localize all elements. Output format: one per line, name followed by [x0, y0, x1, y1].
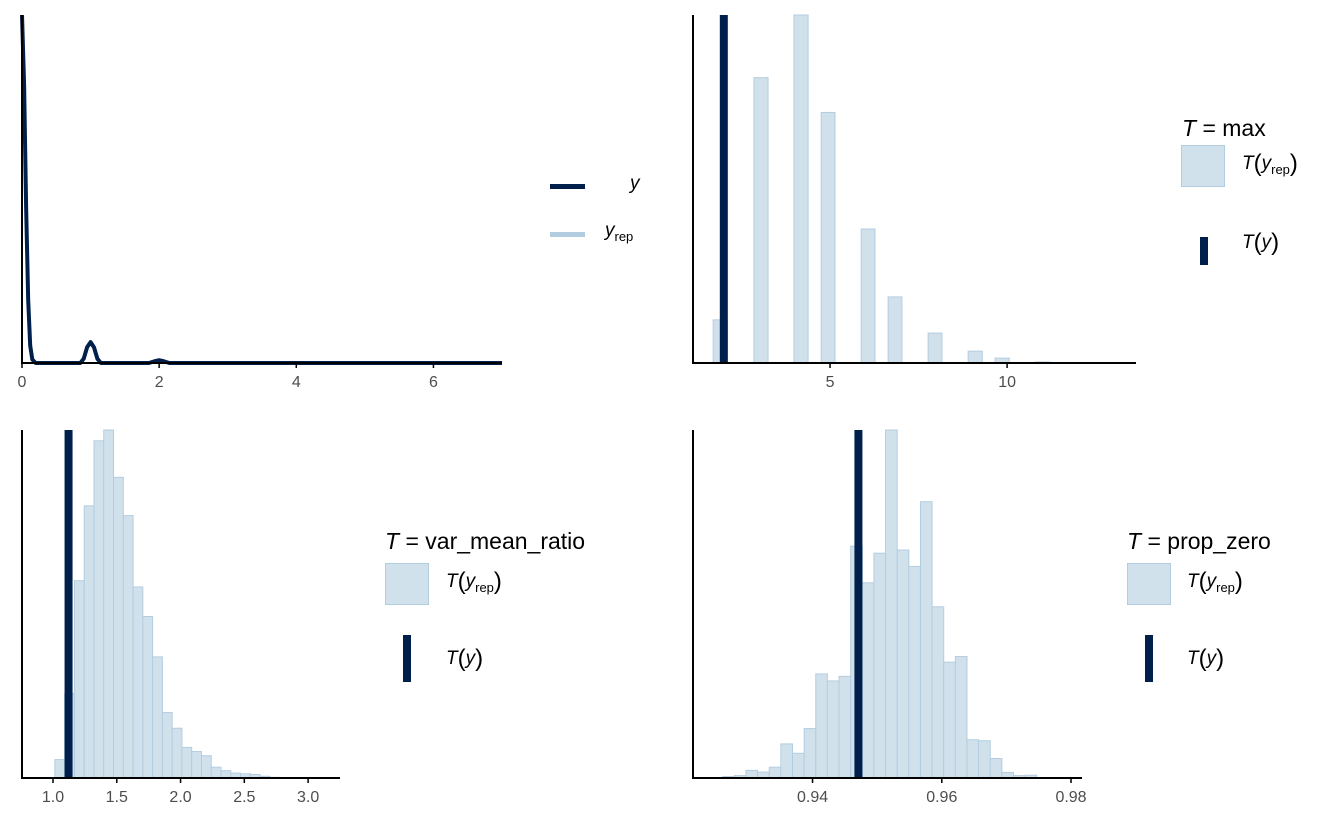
legend-label-T-y: T(y): [1187, 645, 1225, 672]
histogram-bar: [989, 758, 1003, 779]
x-tick-label: 3.0: [297, 789, 319, 806]
observed-stat-line: [854, 430, 863, 778]
histogram-bar: [200, 755, 212, 779]
histogram-bar: [181, 746, 193, 779]
histogram-bar: [860, 228, 876, 364]
legend-key-T-yrep: [1181, 145, 1225, 187]
histogram-bar: [826, 680, 840, 779]
histogram-bar: [132, 586, 144, 779]
histogram-bar: [210, 766, 222, 779]
legend-label-y: y: [630, 173, 640, 194]
x-tick-label: 2: [155, 374, 164, 391]
histogram-bar: [931, 606, 945, 779]
legend-label-T-yrep: T(yrep): [1187, 568, 1243, 595]
observed-stat-line: [719, 15, 728, 363]
histogram-bar: [171, 727, 183, 779]
histogram-bar: [978, 740, 991, 779]
histogram-bar: [885, 429, 898, 779]
x-tick-label: 0.94: [797, 789, 828, 806]
histogram-bar: [142, 616, 154, 779]
x-tick-label: 10: [998, 374, 1016, 391]
legend-label-T-yrep: T(yrep): [446, 568, 502, 595]
x-tick-label: 0.98: [1055, 789, 1086, 806]
histogram-bar: [93, 440, 105, 779]
histogram-bar: [103, 429, 115, 779]
histogram-bar: [908, 565, 921, 779]
histogram-bar: [815, 673, 828, 779]
x-tick-label: 1.5: [106, 789, 128, 806]
histogram-bar: [887, 296, 903, 364]
histogram-bar: [83, 505, 95, 779]
x-tick-label: 4: [292, 374, 301, 391]
x-tick-label: 2.5: [233, 789, 255, 806]
histogram-bar: [820, 111, 836, 364]
x-tick-label: 0: [18, 374, 27, 391]
panel-stat-var-mean-ratio: 1.0 1.5 2.0 2.5 3.0: [21, 429, 340, 806]
histogram-bar: [220, 770, 232, 779]
histogram-bar: [191, 751, 202, 779]
x-tick-label: 5: [826, 374, 835, 391]
histogram-bar: [152, 656, 163, 779]
legend-label-T-yrep: T(yrep): [1242, 150, 1298, 177]
histogram-bar: [753, 77, 769, 364]
panel-stat-max: 5 10: [692, 14, 1136, 391]
x-tick-label: 2.0: [169, 789, 191, 806]
histogram-bar: [927, 332, 943, 364]
legend-key-T-y: [1145, 635, 1153, 682]
histogram-bar: [966, 739, 980, 779]
histogram-bar: [122, 515, 134, 779]
histogram-bar: [873, 552, 887, 779]
legend-key-y: [550, 184, 585, 189]
legend-title-var-mean-ratio: T = var_mean_ratio: [385, 528, 586, 554]
histogram-bar: [793, 14, 809, 364]
panel-stat-prop-zero: 0.94 0.96 0.98: [692, 429, 1087, 806]
histogram-bar: [803, 728, 817, 779]
legend-title-max: T = max: [1182, 115, 1266, 141]
histogram-bar: [861, 582, 875, 779]
legend-key-T-y: [1200, 237, 1208, 265]
x-tick-label: 1.0: [42, 789, 64, 806]
legend-label-T-y: T(y): [1242, 229, 1280, 256]
histogram-bar: [919, 501, 933, 779]
histogram-bar: [73, 580, 85, 779]
histogram-bar: [838, 675, 852, 779]
x-tick-label: 0.96: [926, 789, 957, 806]
histogram-bar: [954, 656, 968, 779]
legend-title-prop-zero: T = prop_zero: [1127, 528, 1271, 554]
observed-stat-line: [64, 430, 73, 778]
legend-label-yrep: yrep: [605, 220, 634, 244]
legend-key-T-yrep: [1127, 563, 1171, 605]
histogram-bar: [896, 549, 910, 779]
legend-key-T-y: [403, 635, 411, 682]
histogram-bar: [54, 759, 66, 779]
legend-key-yrep: [550, 232, 585, 237]
histogram-bar: [113, 476, 124, 779]
histogram-bar: [967, 350, 983, 364]
histogram-bar: [792, 752, 805, 779]
histogram-bar: [780, 743, 794, 779]
panel-density-overlay: 0 2 4 6: [18, 14, 502, 391]
histogram-bar: [768, 766, 782, 779]
histogram-bar: [161, 712, 173, 779]
legend-key-T-yrep: [385, 563, 429, 605]
density-line-yrep: [21, 18, 502, 364]
density-line-y: [20, 14, 502, 365]
legend-label-T-y: T(y): [446, 645, 484, 672]
histogram-bar: [745, 769, 759, 779]
x-tick-label: 6: [429, 374, 438, 391]
histogram-bar: [943, 661, 956, 779]
